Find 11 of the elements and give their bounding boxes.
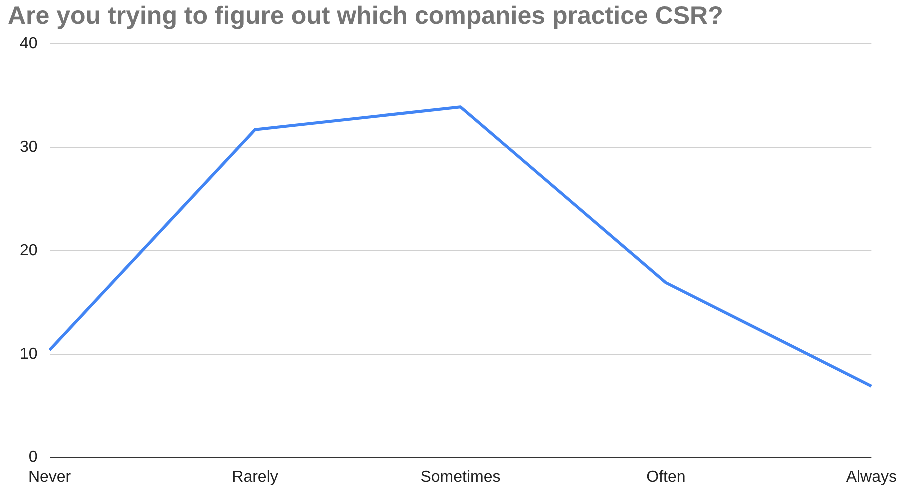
y-tick-label: 10 [20, 346, 38, 363]
y-tick-label: 30 [20, 138, 38, 156]
x-tick-label: Always [846, 468, 898, 486]
x-tick-label: Often [646, 468, 686, 486]
x-tick-label: Never [28, 468, 72, 486]
x-tick-label: Sometimes [420, 468, 501, 486]
y-tick-label: 20 [20, 242, 38, 260]
chart-title: Are you trying to figure out which companies practice CSR? [8, 2, 724, 30]
y-tick-label: 0 [28, 449, 38, 466]
x-tick-label: Rarely [232, 468, 278, 486]
y-tick-label: 40 [20, 35, 38, 52]
